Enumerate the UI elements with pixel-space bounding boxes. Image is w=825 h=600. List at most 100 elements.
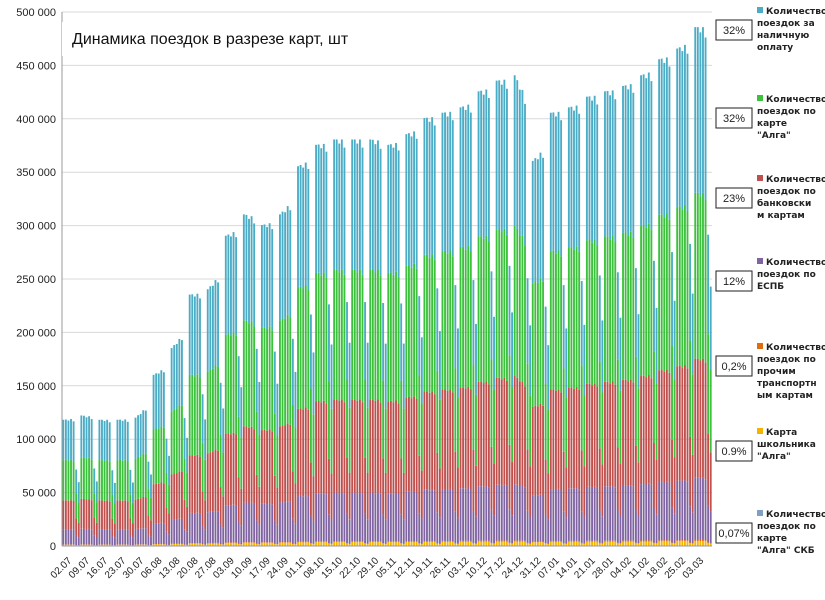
- stacked-bar: [273, 351, 276, 546]
- bar-segment: [521, 381, 524, 487]
- bar-segment: [526, 510, 529, 543]
- bar-segment: [611, 541, 614, 546]
- stacked-bar: [232, 232, 235, 546]
- bar-segment: [431, 117, 434, 255]
- bar-segment: [286, 423, 289, 502]
- bar-segment: [699, 541, 702, 546]
- bar-segment: [170, 348, 173, 412]
- bar-segment: [446, 253, 449, 391]
- bar-segment: [619, 317, 622, 391]
- bar-segment: [498, 377, 501, 485]
- bar-segment: [294, 544, 297, 546]
- bar-segment: [634, 356, 637, 446]
- bar-segment: [297, 166, 299, 288]
- bar-segment: [565, 543, 568, 546]
- bar-segment: [284, 212, 287, 319]
- stacked-bar: [219, 382, 222, 546]
- bar-segment: [322, 272, 325, 401]
- y-tick-label: 450 000: [16, 60, 56, 72]
- bar-segment: [433, 125, 436, 260]
- bar-segment: [413, 131, 416, 264]
- bar-segment: [647, 72, 650, 224]
- bar-segment: [302, 541, 305, 543]
- stacked-bar: [487, 98, 490, 546]
- bar-segment: [632, 237, 635, 383]
- bar-segment: [596, 245, 599, 387]
- bar-segment: [268, 542, 271, 543]
- bar-segment: [309, 515, 312, 544]
- bar-segment: [449, 250, 452, 390]
- bar-segment: [467, 104, 470, 246]
- bar-segment: [103, 529, 106, 545]
- chart-title: Динамика поездок в разрезе карт, шт: [72, 31, 349, 48]
- bar-segment: [299, 286, 302, 409]
- bar-segment: [459, 541, 462, 546]
- stacked-bar: [222, 408, 225, 546]
- bar-segment: [508, 355, 511, 445]
- bar-segment: [88, 416, 91, 458]
- stacked-bar: [521, 89, 524, 546]
- bar-segment: [204, 529, 207, 545]
- stacked-bar: [351, 139, 354, 546]
- bar-segment: [299, 542, 302, 546]
- bar-segment: [588, 486, 591, 541]
- bar-segment: [655, 514, 658, 544]
- bar-segment: [369, 541, 372, 543]
- bar-segment: [407, 542, 410, 546]
- stacked-bar: [173, 345, 176, 546]
- stacked-bar: [196, 293, 199, 546]
- bar-segment: [147, 488, 150, 516]
- bar-segment: [467, 487, 470, 541]
- bar-segment: [106, 529, 109, 545]
- bar-segment: [191, 543, 194, 544]
- bar-segment: [454, 368, 457, 452]
- bar-segment: [75, 493, 78, 519]
- bar-segment: [671, 507, 673, 543]
- bar-segment: [170, 544, 173, 546]
- bar-segment: [596, 540, 599, 542]
- stacked-bar: [150, 474, 152, 546]
- bar-segment: [567, 387, 570, 489]
- bar-segment: [183, 458, 186, 500]
- bar-segment: [542, 281, 544, 406]
- bar-segment: [467, 541, 470, 546]
- bar-segment: [304, 162, 307, 286]
- stacked-bar: [90, 419, 93, 546]
- stacked-bar: [279, 214, 281, 546]
- bar-segment: [353, 269, 356, 400]
- bar-segment: [289, 424, 292, 502]
- stacked-bar: [170, 348, 173, 546]
- bar-segment: [230, 236, 232, 336]
- bar-segment: [250, 542, 253, 543]
- bar-segment: [397, 542, 400, 546]
- stacked-bar: [446, 116, 449, 546]
- bar-segment: [606, 381, 609, 487]
- bar-segment: [511, 312, 514, 388]
- bar-segment: [219, 434, 222, 488]
- bar-segment: [356, 143, 359, 273]
- bar-segment: [230, 335, 232, 435]
- bar-segment: [232, 542, 235, 546]
- bar-segment: [624, 85, 627, 233]
- stacked-bar: [77, 482, 80, 546]
- bar-segment: [248, 323, 250, 428]
- bar-segment: [418, 543, 421, 546]
- bar-segment: [632, 382, 635, 487]
- bar-segment: [400, 458, 403, 515]
- bar-segment: [358, 541, 361, 543]
- bar-segment: [108, 422, 111, 462]
- bar-segment: [588, 240, 591, 384]
- bar-segment: [683, 480, 686, 541]
- bar-segment: [377, 541, 379, 543]
- bar-segment: [173, 409, 176, 474]
- bar-segment: [405, 265, 408, 398]
- bar-segment: [678, 540, 681, 542]
- bar-segment: [250, 502, 253, 543]
- bar-segment: [103, 544, 106, 546]
- bar-segment: [562, 542, 565, 544]
- bar-segment: [665, 540, 668, 542]
- bar-segment: [325, 542, 328, 546]
- bar-segment: [539, 152, 542, 279]
- bar-segment: [263, 224, 266, 328]
- bar-segment: [82, 498, 85, 529]
